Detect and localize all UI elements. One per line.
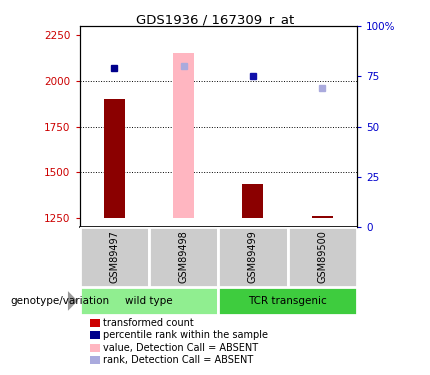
Text: GSM89498: GSM89498 — [178, 231, 189, 283]
Text: transformed count: transformed count — [103, 318, 194, 328]
Polygon shape — [68, 291, 77, 311]
Bar — [173, 53, 194, 218]
Bar — [80, 287, 218, 315]
Text: TCR transgenic: TCR transgenic — [248, 296, 327, 306]
Bar — [288, 227, 357, 287]
Bar — [149, 227, 218, 287]
Text: GSM89497: GSM89497 — [109, 230, 119, 284]
Text: GDS1936 / 167309_r_at: GDS1936 / 167309_r_at — [136, 13, 294, 26]
Text: GSM89499: GSM89499 — [248, 231, 258, 283]
Text: value, Detection Call = ABSENT: value, Detection Call = ABSENT — [103, 343, 258, 352]
Text: percentile rank within the sample: percentile rank within the sample — [103, 330, 268, 340]
Text: GSM89500: GSM89500 — [317, 230, 327, 284]
Text: rank, Detection Call = ABSENT: rank, Detection Call = ABSENT — [103, 355, 253, 365]
Bar — [218, 227, 288, 287]
Bar — [312, 216, 333, 218]
Bar — [104, 99, 125, 218]
Bar — [218, 287, 357, 315]
Text: wild type: wild type — [125, 296, 173, 306]
Bar — [243, 184, 263, 218]
Text: genotype/variation: genotype/variation — [11, 296, 110, 306]
Bar — [80, 227, 149, 287]
